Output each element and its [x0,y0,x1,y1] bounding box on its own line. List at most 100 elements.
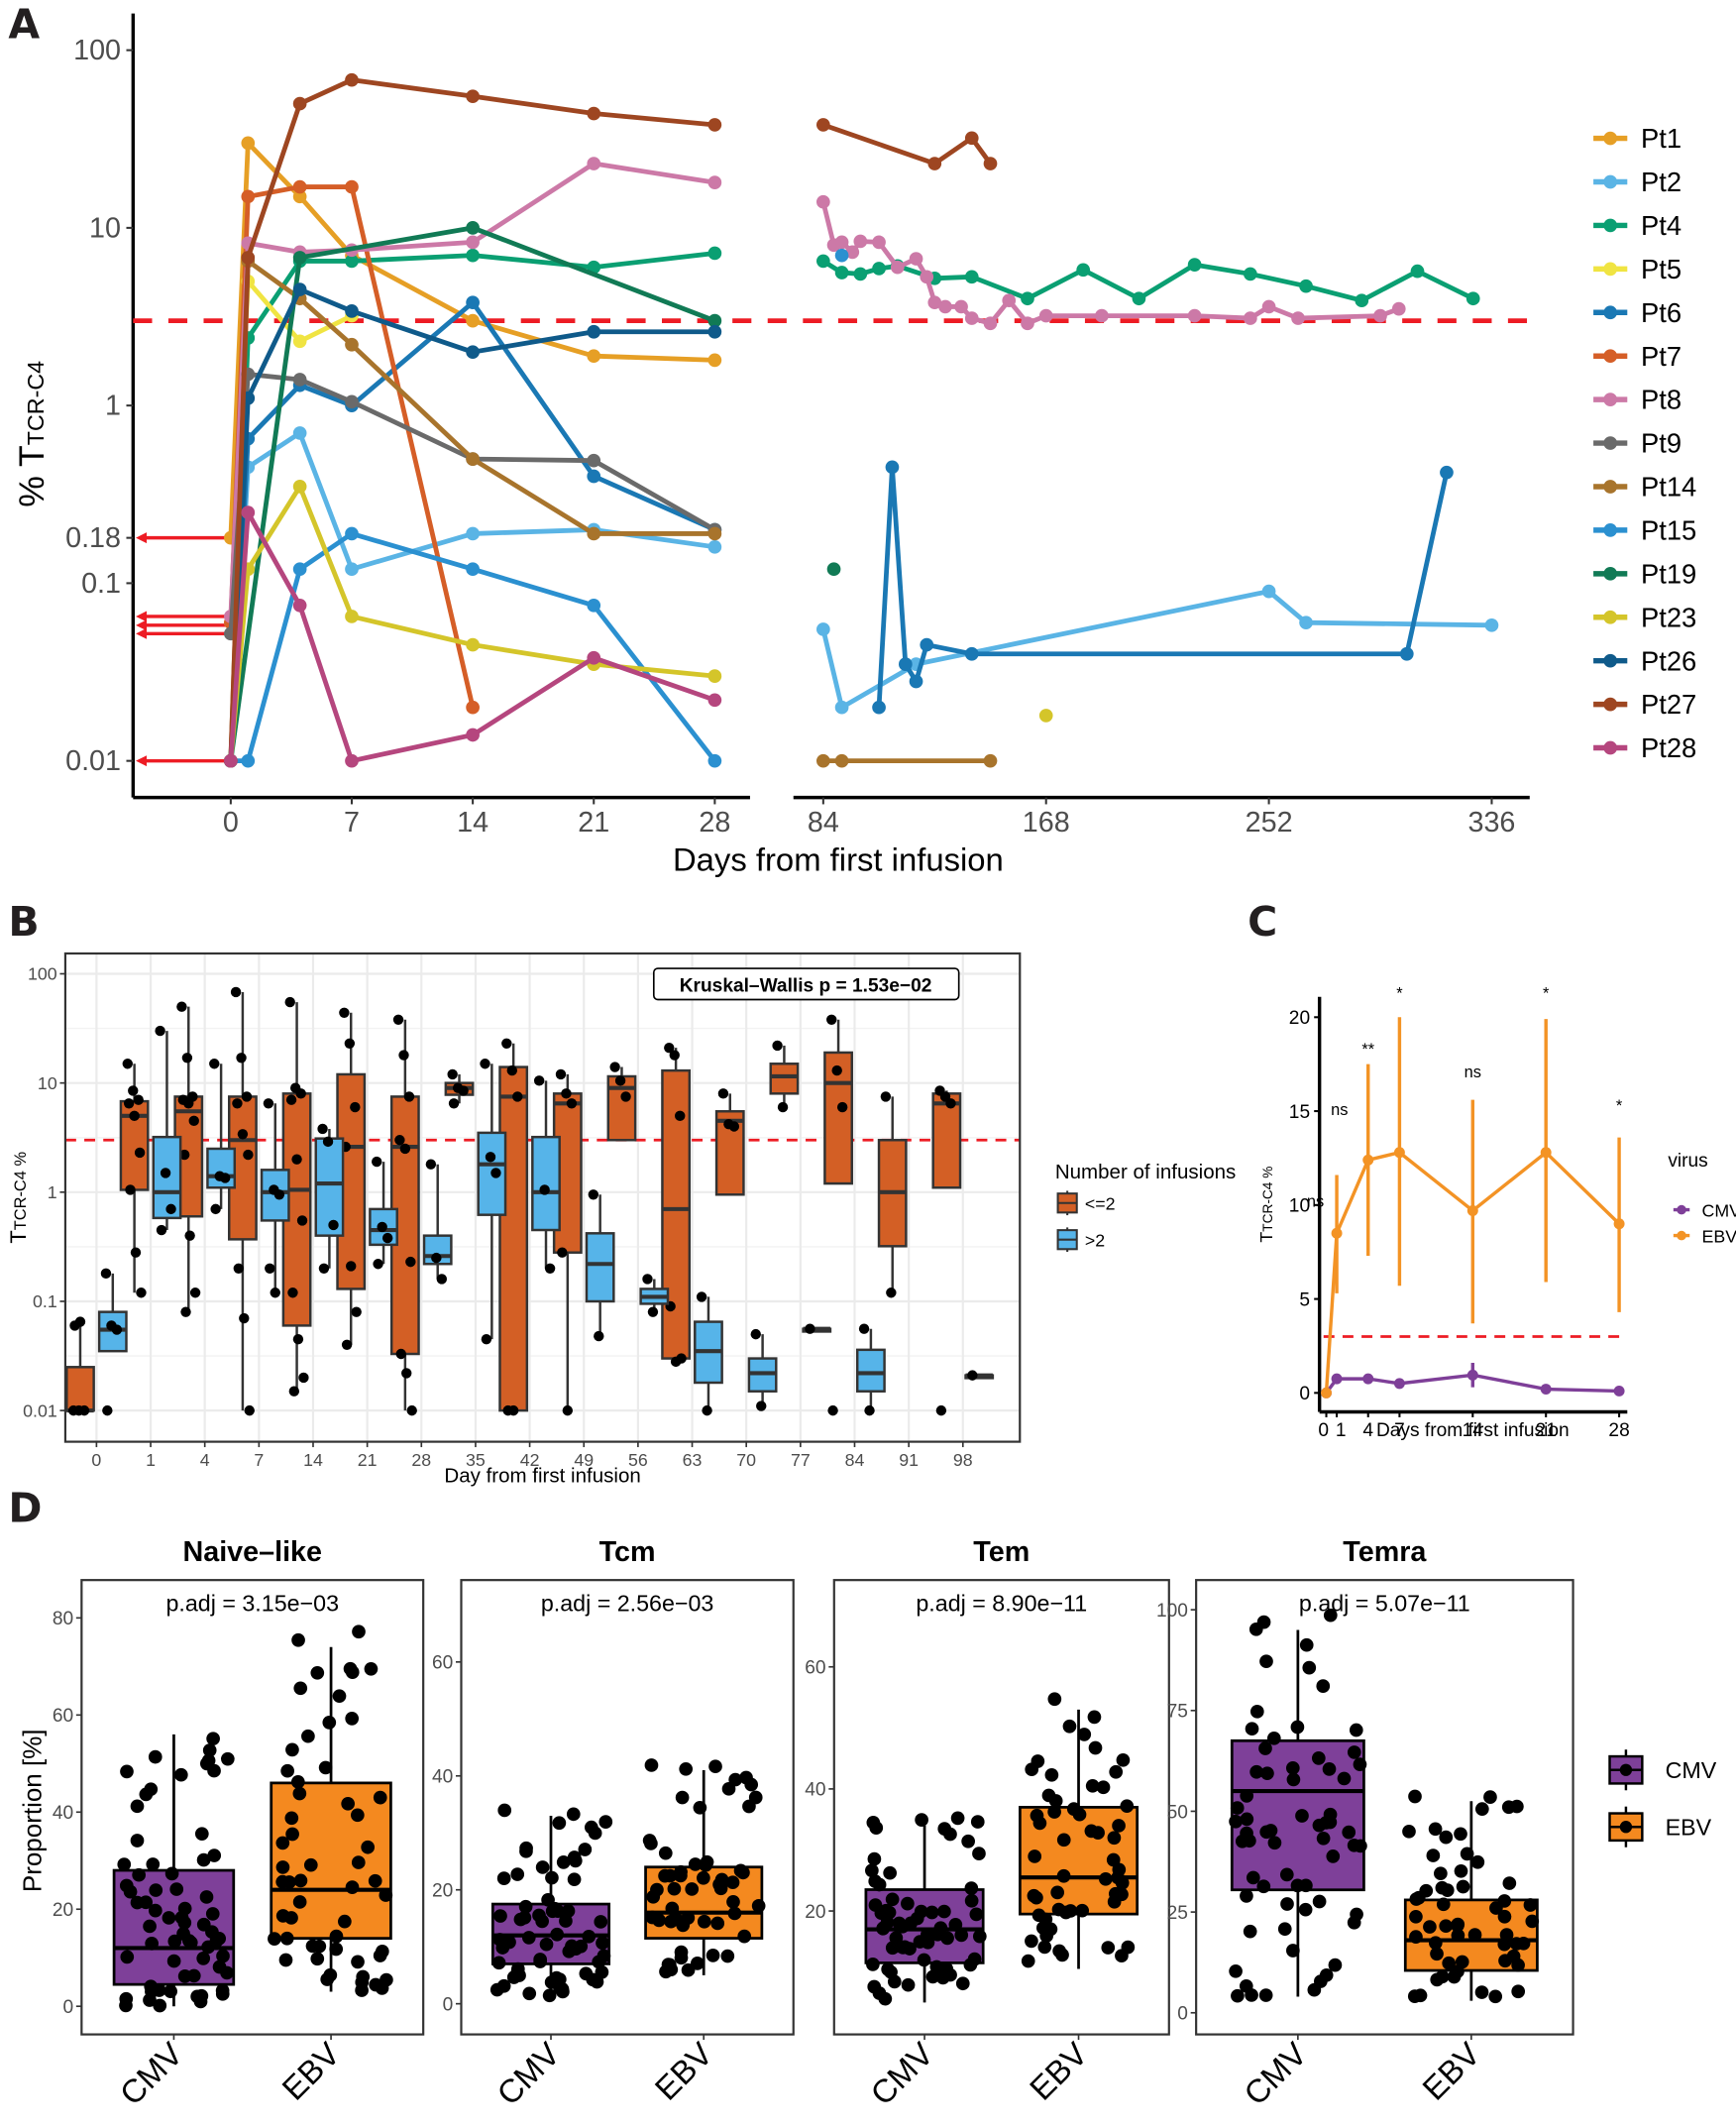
data-point [943,1827,957,1842]
x-tick-label: 77 [791,1450,811,1470]
x-tick-label: CMV [863,2035,940,2112]
data-point [707,693,722,708]
box-gt2-day63 [694,1291,723,1416]
data-point [1342,1825,1356,1840]
data-point [345,610,359,623]
data-point [507,1404,519,1416]
box-gt2-day70 [747,1328,778,1411]
data-point [285,1827,299,1842]
significance-label: ns [1465,1064,1481,1081]
data-point [139,1895,153,1910]
data-point [1245,1988,1258,2002]
data-point [202,1743,217,1757]
data-point [275,1836,290,1850]
data-point [501,1038,512,1050]
legend-key-point [1603,610,1618,624]
data-point [399,1143,411,1155]
data-point [909,674,923,689]
data-point [155,1025,165,1037]
data-point [707,324,722,339]
data-point [845,245,860,260]
data-point [318,1263,330,1275]
x-tick-label: 21 [1536,1420,1557,1441]
data-point [550,1927,565,1942]
series-pt4 [224,246,1480,768]
y-tick-label: 5 [1299,1289,1310,1310]
legend-label: >2 [1085,1231,1105,1251]
data-point [345,394,359,409]
data-point [120,1950,135,1964]
data-point [345,1712,360,1726]
data-point [345,1665,360,1679]
data-point [1440,1883,1455,1897]
legend-label: Pt8 [1641,385,1682,415]
x-tick-label: 0 [223,807,239,839]
data-point [566,1098,578,1109]
data-point [549,1970,564,1985]
legend-title: Number of infusions [1055,1161,1236,1183]
data-point [872,235,886,250]
data-point [720,1949,735,1963]
data-point [940,1931,954,1946]
data-point [1391,301,1406,316]
data-point [1322,1762,1337,1776]
data-point [181,1053,193,1064]
legend-item: >2 [1056,1227,1105,1253]
data-point [517,1911,532,1925]
data-point [834,248,849,263]
data-point [681,1962,696,1977]
y-tick-label: 0.01 [23,1400,57,1420]
data-point [180,1306,191,1317]
data-point [880,1915,895,1930]
legend-key-point [1677,1230,1686,1241]
data-point [436,1274,448,1285]
x-tick-label: 91 [899,1450,919,1470]
data-point [148,1749,163,1764]
data-point [853,267,868,281]
data-point [111,1324,123,1335]
box [152,1135,182,1220]
data-point [1540,1384,1552,1396]
plot-border [63,952,1022,1443]
data-point [1451,1917,1465,1932]
box [931,1092,962,1189]
legend-item-pt9: Pt9 [1593,428,1682,459]
data-point [466,526,480,541]
data-point [1331,1227,1343,1239]
significance-label: ns [1307,1193,1324,1211]
data-point [533,1075,545,1086]
data-point [466,452,480,466]
data-point [948,1918,963,1932]
data-point [1393,1378,1405,1390]
x-tick-label: 42 [520,1450,540,1470]
data-point [1116,1752,1131,1767]
data-point [864,1404,875,1416]
data-point [351,1855,366,1869]
data-point [736,1865,750,1880]
data-point [961,1834,975,1848]
data-point [1244,267,1257,281]
data-point [596,1936,609,1951]
legend-label: Pt9 [1641,428,1682,459]
y-axis-title: TTCR-C4 % [1256,1167,1276,1243]
data-point [291,1632,305,1647]
data-point [707,313,722,328]
legend-key-point [1603,262,1618,277]
data-point [1021,291,1034,306]
data-point [328,1219,339,1231]
data-point [458,1085,469,1096]
data-point [341,1797,356,1811]
data-point [497,1803,512,1818]
data-point [318,1760,333,1775]
data-point [447,1068,458,1080]
data-point [609,1062,620,1072]
data-point [1455,1955,1469,1969]
data-point [539,1937,554,1952]
data-point [587,157,601,170]
x-tick-label: 0 [91,1450,101,1470]
y-tick-label: 40 [53,1803,73,1824]
data-point [466,89,480,104]
box-le2-day1 [119,1059,150,1298]
